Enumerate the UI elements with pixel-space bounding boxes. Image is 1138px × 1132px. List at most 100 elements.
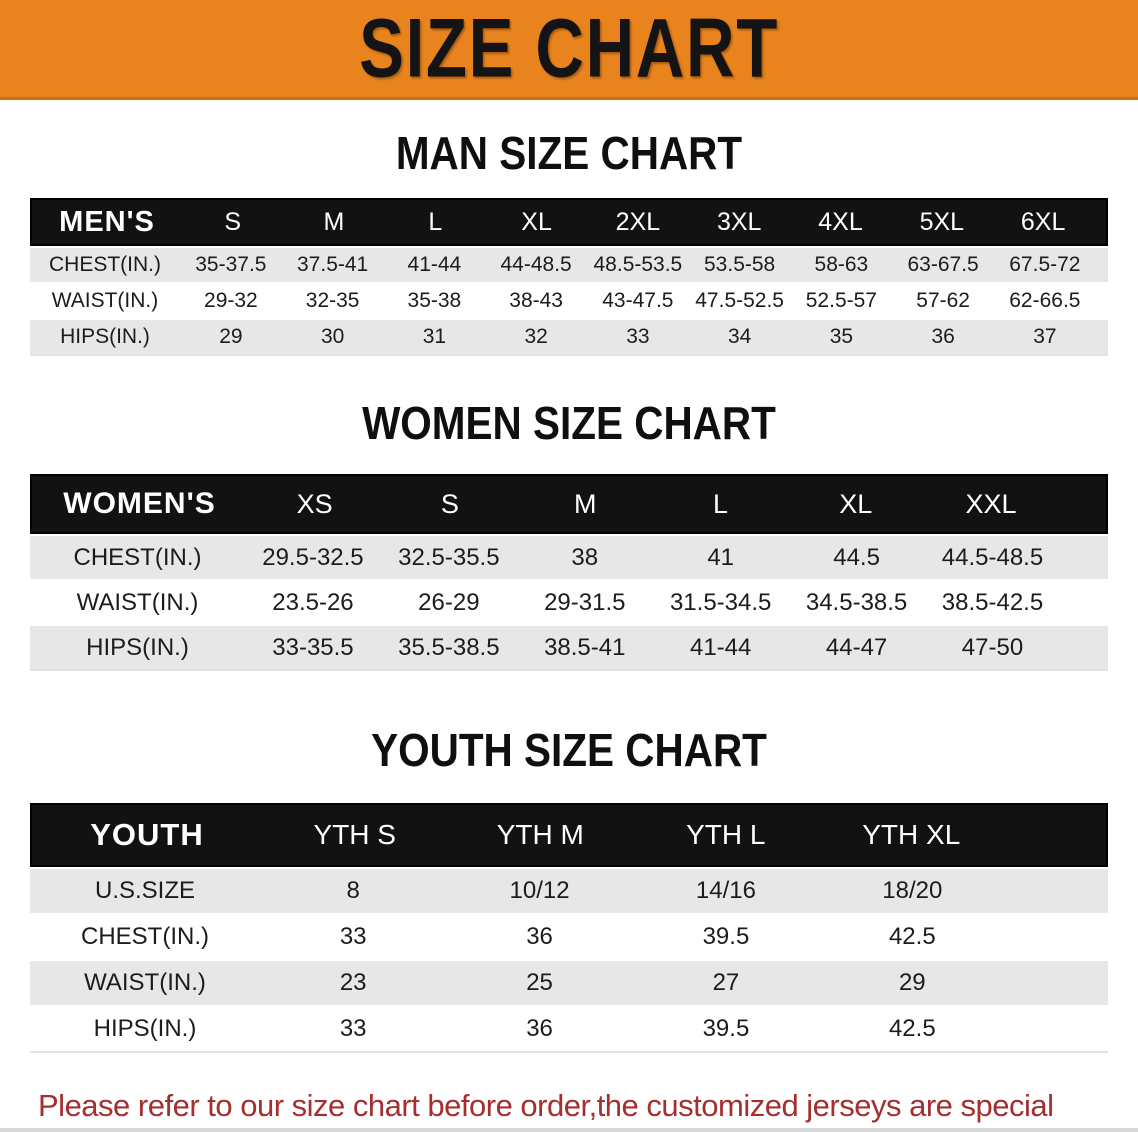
measure-value: 38-43 bbox=[509, 289, 563, 312]
measure-value: 14/16 bbox=[695, 877, 756, 904]
measure-value: 39.5 bbox=[702, 1015, 750, 1042]
measure-value: 62-66.5 bbox=[1009, 289, 1081, 312]
measure-value: 67.5-72 bbox=[1009, 253, 1081, 276]
measure-value: 10/12 bbox=[509, 877, 570, 904]
measure-label: WAIST(IN.) bbox=[76, 588, 199, 616]
size-column-header: 4XL bbox=[818, 207, 863, 236]
size-column-header: S bbox=[440, 488, 459, 519]
measure-value: 44.5-48.5 bbox=[941, 543, 1044, 571]
measure-value: 33 bbox=[339, 1015, 367, 1042]
measure-value: 63-67.5 bbox=[907, 253, 979, 276]
measure-value: 41-44 bbox=[407, 253, 462, 276]
youth-size-chart-heading: YOUTH SIZE CHART bbox=[371, 724, 767, 776]
measure-value: 53.5-58 bbox=[704, 253, 776, 276]
measure-value: 18/20 bbox=[882, 877, 943, 904]
size-column-header: XXL bbox=[965, 488, 1017, 519]
measure-label: WAIST(IN.) bbox=[84, 969, 206, 996]
measure-value: 57-62 bbox=[916, 289, 970, 312]
measure-label: CHEST(IN.) bbox=[73, 543, 202, 571]
table-header-row: YOUTH YTH S YTH M YTH L YTH XL bbox=[30, 803, 1108, 867]
table-corner-label: YOUTH bbox=[90, 817, 204, 852]
measure-value: 33 bbox=[339, 923, 367, 950]
measure-value: 35-38 bbox=[407, 289, 462, 312]
measure-value: 31 bbox=[422, 325, 447, 348]
measure-value: 36 bbox=[931, 325, 955, 348]
measure-label: HIPS(IN.) bbox=[60, 325, 150, 348]
measure-value: 29 bbox=[219, 325, 243, 348]
measure-value: 29.5-32.5 bbox=[262, 543, 364, 571]
measure-value: 32.5-35.5 bbox=[398, 543, 500, 571]
table-header-row: WOMEN'S XS S M L XL XXL bbox=[30, 474, 1108, 534]
measure-value: 42.5 bbox=[888, 923, 936, 950]
women-size-chart-heading: WOMEN SIZE CHART bbox=[362, 397, 776, 449]
size-column-header: L bbox=[712, 488, 728, 519]
table-corner-label: WOMEN'S bbox=[63, 487, 216, 520]
measure-value: 38.5-41 bbox=[544, 633, 626, 661]
measure-value: 32-35 bbox=[305, 289, 360, 312]
measure-value: 31.5-34.5 bbox=[669, 588, 772, 616]
table-corner-label: MEN'S bbox=[59, 205, 155, 238]
man-size-chart-heading: MAN SIZE CHART bbox=[395, 127, 743, 179]
size-column-header: YTH XL bbox=[862, 819, 961, 850]
size-column-header: XS bbox=[296, 488, 333, 519]
measure-value: 39.5 bbox=[702, 923, 750, 950]
measure-value: 8 bbox=[346, 877, 360, 904]
youth-size-table: YOUTH YTH S YTH M YTH L YTH XL U.S.SIZE 8 10/12… bbox=[30, 803, 1108, 1053]
measure-value: 35.5-38.5 bbox=[398, 633, 500, 661]
size-column-header: L bbox=[428, 207, 443, 236]
table-row: CHEST(IN.) 33 36 39.5 42.5 bbox=[30, 913, 1108, 959]
measure-label: CHEST(IN.) bbox=[49, 253, 161, 276]
measure-value: 33 bbox=[626, 325, 650, 348]
measure-value: 41-44 bbox=[689, 633, 752, 661]
measure-value: 34 bbox=[727, 325, 752, 348]
measure-value: 43-47.5 bbox=[602, 289, 674, 312]
measure-value: 47-50 bbox=[961, 633, 1024, 661]
measure-value: 34.5-38.5 bbox=[805, 588, 908, 616]
mens-size-table: MEN'S S M L XL 2XL 3XL 4XL 5XL 6XL CHEST(IN.) 35-37… bbox=[30, 198, 1108, 356]
measure-value: 37.5-41 bbox=[297, 253, 369, 276]
man-size-chart-section: MAN SIZE CHART MEN'S S M L XL 2XL 3XL 4XL 5XL 6XL… bbox=[0, 100, 1138, 356]
size-column-header: S bbox=[224, 207, 241, 236]
table-row: WAIST(IN.) 23.5-26 26-29 29-31.5 31.5-34.5 34… bbox=[30, 579, 1108, 624]
banner-title: SIZE CHART bbox=[359, 1, 779, 95]
table-row: WAIST(IN.) 23 25 27 29 bbox=[30, 959, 1108, 1005]
size-column-header: M bbox=[573, 488, 597, 519]
measure-value: 25 bbox=[526, 969, 553, 996]
table-row: HIPS(IN.) 33 36 39.5 42.5 bbox=[30, 1005, 1108, 1051]
measure-label: U.S.SIZE bbox=[94, 877, 196, 904]
measure-value: 29-31.5 bbox=[544, 588, 626, 616]
banner: SIZE CHART bbox=[0, 0, 1138, 100]
table-row: U.S.SIZE 8 10/12 14/16 18/20 bbox=[30, 867, 1108, 913]
table-row: HIPS(IN.) 33-35.5 35.5-38.5 38.5-41 41-44 44-… bbox=[30, 624, 1108, 669]
table-row: WAIST(IN.) 29-32 32-35 35-38 38-43 43-47.5 47.… bbox=[30, 282, 1108, 318]
size-column-header: 2XL bbox=[615, 207, 661, 236]
measure-value: 29-32 bbox=[204, 289, 258, 312]
measure-value: 36 bbox=[526, 923, 553, 950]
size-column-header: XL bbox=[839, 488, 873, 519]
measure-value: 38.5-42.5 bbox=[941, 588, 1044, 616]
women-size-chart-section: WOMEN SIZE CHART WOMEN'S XS S M L XL XXL CHEST(… bbox=[0, 356, 1138, 671]
measure-value: 48.5-53.5 bbox=[593, 253, 683, 276]
table-row: HIPS(IN.) 29 30 31 32 33 34 35 36 37 bbox=[30, 318, 1108, 354]
measure-value: 42.5 bbox=[888, 1015, 936, 1042]
size-column-header: YTH S bbox=[313, 819, 396, 850]
size-column-header: 5XL bbox=[919, 207, 965, 236]
size-column-header: M bbox=[323, 207, 345, 236]
measure-value: 41 bbox=[707, 543, 735, 571]
measure-label: HIPS(IN.) bbox=[93, 1015, 197, 1042]
measure-value: 36 bbox=[526, 1015, 553, 1042]
size-column-header: XL bbox=[521, 207, 552, 236]
disclaimer-note: Please refer to our size chart before or… bbox=[0, 1081, 1138, 1128]
measure-value: 58-63 bbox=[814, 253, 869, 276]
measure-value: 35-37.5 bbox=[195, 253, 267, 276]
measure-value: 47.5-52.5 bbox=[695, 289, 784, 312]
table-row: CHEST(IN.) 35-37.5 37.5-41 41-44 44-48.5 48.5… bbox=[30, 246, 1108, 282]
womens-size-table: WOMEN'S XS S M L XL XXL CHEST(IN.) 29.5-32.5 32.5… bbox=[30, 474, 1108, 671]
size-column-header: YTH L bbox=[686, 819, 766, 850]
measure-value: 35 bbox=[829, 325, 854, 348]
size-column-header: 6XL bbox=[1020, 207, 1066, 236]
measure-value: 26-29 bbox=[418, 588, 480, 616]
size-column-header: YTH M bbox=[496, 819, 584, 850]
measure-value: 44.5 bbox=[833, 543, 880, 571]
measure-value: 23.5-26 bbox=[272, 588, 354, 616]
